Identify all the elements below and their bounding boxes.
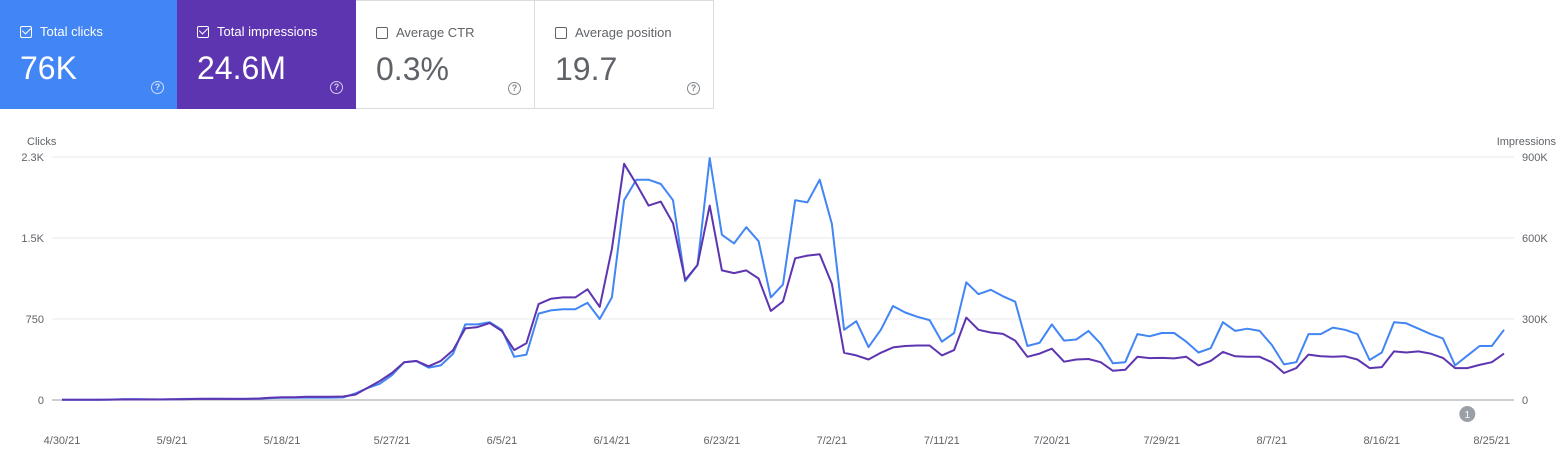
annotation-marker — [1459, 406, 1476, 422]
average-ctr-checkbox[interactable] — [376, 26, 388, 39]
average-position-header: Average position — [555, 25, 672, 40]
help-icon[interactable]: ? — [508, 82, 521, 95]
average-ctr-value: 0.3% — [376, 51, 449, 87]
x-tick-label: 4/30/21 — [44, 435, 81, 447]
x-tick-label: 6/5/21 — [487, 435, 518, 447]
x-tick-label: 5/18/21 — [264, 435, 301, 447]
x-tick-label: 7/29/21 — [1143, 435, 1180, 447]
average-ctr-label: Average CTR — [396, 25, 475, 40]
average-ctr-header: Average CTR — [376, 25, 475, 40]
total-impressions-label: Total impressions — [217, 24, 318, 39]
impressions-series-line — [62, 162, 1505, 401]
total-impressions-card[interactable]: Total impressions 24.6M ? — [177, 0, 356, 109]
right-tick-label: 0 — [1522, 395, 1528, 407]
x-tick-label: 5/9/21 — [157, 435, 188, 447]
x-tick-label: 7/20/21 — [1033, 435, 1070, 447]
total-clicks-value: 76K — [20, 50, 77, 86]
right-tick-label: 300K — [1522, 314, 1548, 326]
left-tick-label: 0 — [38, 395, 44, 407]
total-clicks-card[interactable]: Total clicks 76K ? — [0, 0, 177, 109]
help-icon[interactable]: ? — [151, 81, 164, 94]
x-tick-label: 8/16/21 — [1363, 435, 1400, 447]
x-tick-label: 6/23/21 — [704, 435, 741, 447]
left-tick-label: 1.5K — [21, 233, 44, 245]
total-impressions-value: 24.6M — [197, 50, 286, 86]
annotation-label: 1 — [1465, 410, 1471, 421]
x-tick-label: 8/25/21 — [1473, 435, 1510, 447]
total-clicks-header: Total clicks — [20, 24, 103, 39]
right-tick-label: 600K — [1522, 233, 1548, 245]
average-position-checkbox[interactable] — [555, 26, 567, 39]
right-axis-title: Impressions — [1497, 136, 1557, 148]
total-impressions-checkbox[interactable] — [197, 25, 209, 38]
help-icon[interactable]: ? — [330, 81, 343, 94]
average-position-label: Average position — [575, 25, 672, 40]
total-clicks-checkbox[interactable] — [20, 25, 32, 38]
total-clicks-label: Total clicks — [40, 24, 103, 39]
x-tick-label: 7/11/21 — [924, 435, 960, 447]
total-impressions-header: Total impressions — [197, 24, 317, 39]
x-tick-label: 8/7/21 — [1257, 435, 1288, 447]
x-tick-label: 5/27/21 — [374, 435, 411, 447]
help-icon[interactable]: ? — [687, 82, 700, 95]
right-tick-label: 900K — [1522, 152, 1548, 164]
average-position-value: 19.7 — [555, 51, 618, 87]
metric-cards: Total clicks 76K ? Total impressions 24.… — [0, 0, 714, 110]
x-tick-label: 7/2/21 — [817, 435, 848, 447]
average-ctr-card[interactable]: Average CTR 0.3% ? — [356, 0, 535, 109]
left-tick-label: 750 — [26, 314, 44, 326]
x-tick-label: 6/14/21 — [594, 435, 631, 447]
clicks-series-line — [62, 157, 1505, 401]
average-position-card[interactable]: Average position 19.7 ? — [535, 0, 714, 109]
left-tick-label: 2.3K — [21, 152, 44, 164]
left-axis-title: Clicks — [27, 136, 57, 148]
